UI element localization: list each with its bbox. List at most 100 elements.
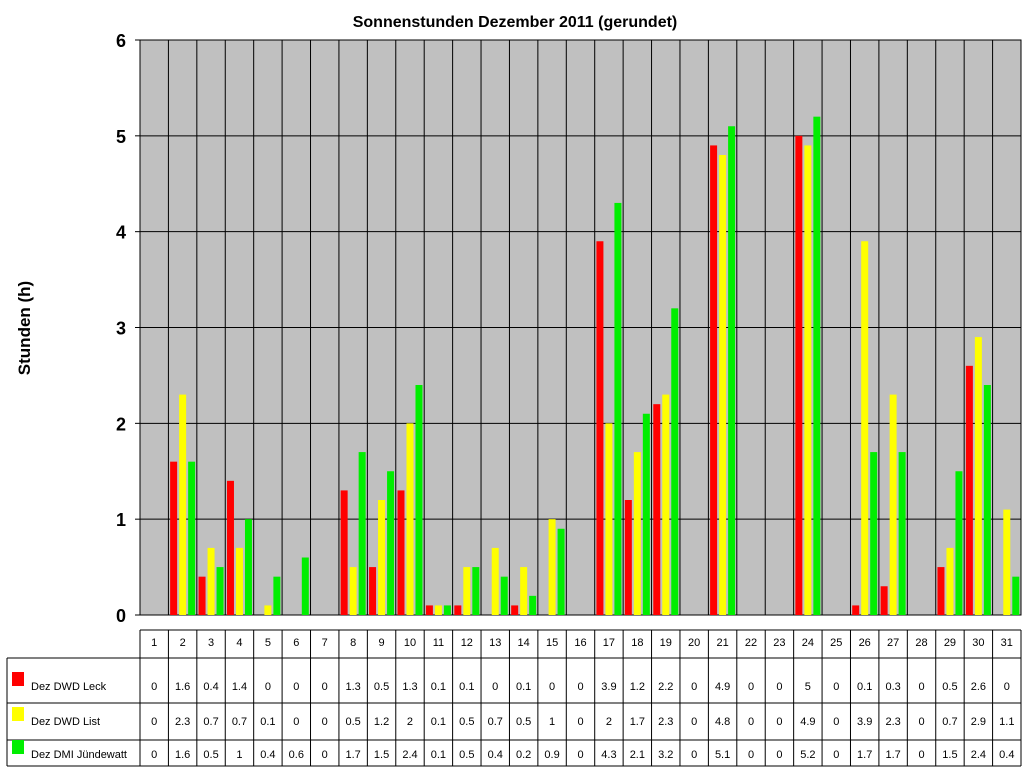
data-label-series-3: 0.4: [260, 749, 275, 761]
data-label-series-3: 0: [151, 749, 157, 761]
data-label-series-3: 0.6: [289, 749, 304, 761]
data-label-series-2: 2.3: [885, 716, 900, 728]
bar-day-14-series-1: [511, 605, 519, 615]
legend-label-series-1: Dez DWD Leck: [31, 681, 107, 693]
data-label-series-2: 0.5: [459, 716, 474, 728]
bar-day-30-series-1: [965, 365, 973, 615]
data-label-series-3: 1.7: [857, 749, 872, 761]
data-label-series-3: 0: [833, 749, 839, 761]
x-tick-label: 5: [265, 637, 271, 649]
bar-day-2-series-2: [179, 394, 187, 615]
x-tick-label: 16: [574, 637, 586, 649]
x-tick-label: 18: [631, 637, 643, 649]
bar-day-30-series-2: [974, 337, 982, 615]
bar-day-27-series-2: [889, 394, 897, 615]
x-tick-label: 4: [236, 637, 242, 649]
data-label-series-3: 1: [236, 749, 242, 761]
x-tick-label: 24: [802, 637, 814, 649]
bar-day-3-series-3: [216, 567, 224, 615]
data-label-series-2: 1: [549, 716, 555, 728]
chart-title: Sonnenstunden Dezember 2011 (gerundet): [353, 14, 678, 31]
bar-day-10-series-3: [415, 385, 423, 615]
y-tick-label: 6: [116, 31, 126, 51]
data-label-series-2: 0.7: [942, 716, 957, 728]
data-label-series-2: 0: [918, 716, 924, 728]
x-tick-label: 22: [745, 637, 757, 649]
bar-day-21-series-3: [728, 126, 736, 615]
legend-swatch-series-3: [12, 740, 24, 754]
data-label-series-1: 0.1: [516, 681, 531, 693]
x-tick-label: 21: [716, 637, 728, 649]
bar-day-11-series-3: [443, 605, 451, 615]
bar-day-13-series-3: [500, 576, 508, 615]
x-tick-label: 19: [660, 637, 672, 649]
data-label-series-1: 0: [1004, 681, 1010, 693]
data-label-series-1: 2.6: [971, 681, 986, 693]
bar-day-2-series-1: [170, 461, 178, 615]
y-tick-label: 4: [116, 223, 126, 243]
bar-day-8-series-1: [340, 490, 348, 615]
data-label-series-3: 1.6: [175, 749, 190, 761]
bar-day-17-series-2: [605, 423, 613, 615]
bar-day-19-series-2: [662, 394, 670, 615]
bar-day-21-series-2: [719, 155, 727, 615]
bar-day-13-series-2: [491, 547, 499, 615]
data-label-series-3: 3.2: [658, 749, 673, 761]
data-label-series-1: 0: [691, 681, 697, 693]
data-label-series-2: 4.8: [715, 716, 730, 728]
data-label-series-2: 0.7: [232, 716, 247, 728]
x-tick-label: 25: [830, 637, 842, 649]
bar-day-5-series-2: [264, 605, 272, 615]
data-label-series-2: 2: [407, 716, 413, 728]
data-label-series-1: 0: [492, 681, 498, 693]
data-label-series-1: 5: [805, 681, 811, 693]
bar-day-9-series-3: [387, 471, 395, 615]
y-tick-label: 3: [116, 319, 126, 339]
data-label-series-3: 0: [748, 749, 754, 761]
data-label-series-1: 0: [577, 681, 583, 693]
bar-day-17-series-3: [614, 202, 622, 615]
x-tick-label: 14: [518, 637, 530, 649]
data-label-series-2: 2.3: [658, 716, 673, 728]
bar-day-26-series-2: [861, 241, 869, 615]
bar-day-3-series-1: [198, 576, 206, 615]
data-label-series-2: 3.9: [857, 716, 872, 728]
data-label-series-3: 0.4: [488, 749, 503, 761]
data-label-series-3: 1.5: [374, 749, 389, 761]
bar-day-2-series-3: [188, 461, 196, 615]
data-label-series-3: 0: [322, 749, 328, 761]
x-tick-label: 20: [688, 637, 700, 649]
bar-day-19-series-3: [671, 308, 679, 615]
bar-day-27-series-3: [898, 452, 906, 615]
data-label-series-1: 0.3: [885, 681, 900, 693]
bar-day-31-series-3: [1012, 576, 1020, 615]
bar-day-26-series-3: [870, 452, 878, 615]
data-label-series-3: 0.9: [544, 749, 559, 761]
data-label-series-1: 0.4: [203, 681, 218, 693]
data-label-series-1: 0.5: [374, 681, 389, 693]
y-tick-label: 5: [116, 127, 126, 147]
x-tick-label: 13: [489, 637, 501, 649]
data-label-series-1: 0.1: [459, 681, 474, 693]
bar-day-15-series-2: [548, 519, 556, 615]
bar-day-18-series-1: [624, 500, 632, 615]
x-tick-label: 10: [404, 637, 416, 649]
y-axis-label: Stunden (h): [15, 281, 34, 375]
bar-day-12-series-1: [454, 605, 462, 615]
x-tick-label: 26: [859, 637, 871, 649]
legend-swatch-series-1: [12, 672, 24, 686]
x-tick-label: 30: [972, 637, 984, 649]
data-label-series-3: 0: [577, 749, 583, 761]
data-label-series-2: 1.1: [999, 716, 1014, 728]
data-label-series-2: 0: [691, 716, 697, 728]
bar-day-11-series-1: [425, 605, 433, 615]
data-label-series-1: 0.1: [431, 681, 446, 693]
x-tick-label: 1: [151, 637, 157, 649]
data-table: 1 2 3 4 5 6 7 8 9 10 11 12 13 14 15 16 17 18 19 20 21 22 23 24 2…: [6, 629, 1022, 767]
data-label-series-2: 4.9: [800, 716, 815, 728]
data-label-series-1: 0: [549, 681, 555, 693]
bar-day-24-series-2: [804, 145, 812, 615]
y-tick-label: 1: [116, 510, 126, 530]
data-label-series-3: 0.2: [516, 749, 531, 761]
data-label-series-1: 2.2: [658, 681, 673, 693]
